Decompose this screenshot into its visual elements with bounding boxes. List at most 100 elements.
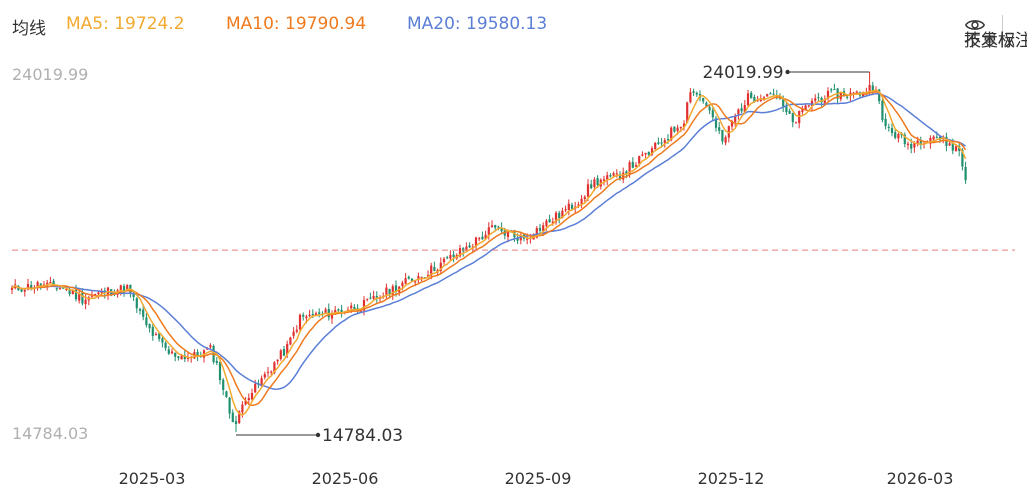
candle-body	[145, 317, 148, 326]
candle-body	[186, 357, 190, 359]
candle-body	[734, 115, 737, 123]
candle-body	[334, 310, 337, 314]
candle-body	[660, 142, 663, 144]
candle-body	[394, 285, 398, 293]
candle-body	[881, 100, 884, 120]
candle-body	[817, 97, 820, 99]
candle-body	[935, 136, 938, 138]
candle-body	[369, 297, 372, 299]
candle-body	[929, 137, 932, 144]
candle-body	[871, 85, 874, 92]
eye-icon[interactable]	[964, 14, 986, 36]
candle-body	[119, 285, 122, 292]
candle-body	[746, 93, 750, 106]
candle-body	[241, 404, 244, 413]
candle-body	[183, 355, 186, 360]
x-tick-label: 2026-03	[887, 469, 954, 488]
candle-body	[78, 294, 81, 301]
candle-body	[702, 98, 705, 102]
candle-body	[964, 166, 967, 181]
candle-body	[270, 371, 273, 373]
candle-body	[906, 143, 910, 145]
candle-body	[426, 275, 430, 277]
candle-body	[830, 89, 833, 91]
candle-body	[810, 100, 814, 106]
candle-body	[314, 313, 318, 315]
candle-body	[695, 92, 698, 95]
candle-body	[759, 99, 762, 102]
candle-body	[177, 356, 180, 359]
candle-body	[142, 309, 145, 317]
price-adjust-dropdown[interactable]: 不复权	[964, 31, 1015, 51]
ma20-line	[11, 92, 967, 391]
candle-body	[420, 276, 423, 278]
candle-body	[910, 143, 913, 149]
ma10-line	[11, 91, 967, 407]
candle-body	[298, 314, 302, 330]
candle-body	[263, 373, 266, 378]
candle-body	[388, 288, 391, 296]
candle-body	[727, 126, 730, 138]
candle-body	[650, 148, 654, 155]
candle-body	[721, 129, 724, 142]
candle-body	[852, 92, 855, 94]
candle-body	[180, 355, 183, 360]
candle-body	[676, 127, 679, 131]
candle-body	[628, 162, 631, 174]
y-min-label: 14784.03	[12, 424, 88, 443]
candle-body	[554, 212, 558, 223]
candle-body	[158, 333, 161, 340]
candle-body	[622, 172, 625, 180]
candle-body	[196, 351, 199, 356]
candle-body	[94, 293, 97, 295]
candle-body	[366, 298, 369, 300]
candle-body	[708, 106, 711, 111]
low-annotation-dot	[315, 432, 321, 438]
candle-body	[289, 337, 292, 345]
candle-body	[593, 179, 596, 188]
candle-body	[407, 276, 410, 279]
candle-body	[71, 290, 74, 295]
candles-group	[10, 72, 967, 432]
candle-body	[638, 155, 641, 164]
candle-body	[439, 262, 442, 271]
candle-body	[820, 97, 823, 103]
candle-body	[391, 286, 394, 295]
candle-body	[705, 102, 708, 106]
candle-body	[286, 343, 289, 355]
candle-body	[55, 288, 58, 290]
candle-body	[97, 292, 100, 295]
candle-body	[951, 142, 954, 151]
candle-body	[724, 137, 727, 143]
candle-body	[452, 254, 455, 258]
candle-body	[228, 397, 231, 414]
candle-body	[586, 184, 590, 197]
candle-body	[337, 309, 340, 311]
candle-body	[606, 175, 609, 180]
x-tick-label: 2025-09	[505, 469, 572, 488]
candle-body	[753, 96, 756, 102]
candle-body	[458, 248, 462, 257]
candle-body	[564, 209, 567, 211]
candle-body	[218, 361, 222, 381]
candle-body	[122, 285, 126, 293]
technical-annotation-toggle[interactable]: 技术标注	[964, 31, 1027, 51]
candle-body	[801, 109, 804, 113]
low-annotation: 14784.03	[236, 426, 403, 446]
high-annotation-label: 24019.99	[702, 63, 783, 83]
candle-body	[30, 284, 33, 290]
x-axis: 2025-03 2025-06 2025-09 2025-12 2026-03	[119, 469, 954, 488]
candle-body	[526, 238, 529, 240]
candle-body	[494, 225, 497, 228]
candle-body	[814, 98, 817, 101]
candle-body	[932, 136, 935, 140]
candle-body	[414, 281, 417, 283]
candle-body	[897, 134, 900, 139]
candle-body	[318, 312, 321, 314]
chart-header: 均线 MA5: 19724.2 MA10: 19790.94 MA20: 195…	[0, 0, 1027, 51]
candle-body	[350, 305, 353, 309]
candle-body	[26, 284, 30, 290]
candle-body	[49, 281, 52, 283]
candle-body	[254, 383, 257, 393]
candle-body	[490, 225, 494, 228]
